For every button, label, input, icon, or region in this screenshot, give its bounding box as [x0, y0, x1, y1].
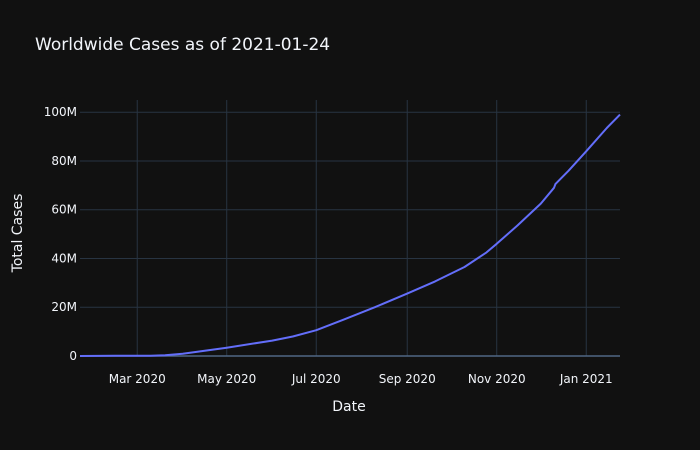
grid-lines	[80, 100, 620, 357]
x-tick-label: Jul 2020	[291, 372, 341, 386]
x-tick-label: Nov 2020	[468, 372, 526, 386]
y-tick-label: 60M	[51, 203, 77, 217]
series-line	[79, 113, 621, 357]
x-tick-label: Sep 2020	[379, 372, 436, 386]
x-axis-title: Date	[332, 399, 365, 415]
y-tick-label: 80M	[51, 154, 77, 168]
y-tick-label: 0	[69, 349, 77, 363]
x-tick-label: Jan 2021	[559, 372, 613, 386]
y-tick-label: 20M	[51, 300, 77, 314]
chart-title: Worldwide Cases as of 2021-01-24	[35, 35, 330, 55]
y-tick-label: 40M	[51, 251, 77, 265]
y-tick-labels: 0 20M 40M 60M 80M 100M	[44, 105, 77, 363]
x-tick-labels: Mar 2020 May 2020 Jul 2020 Sep 2020 Nov 2020…	[109, 372, 613, 386]
x-tick-label: Mar 2020	[109, 372, 166, 386]
x-tick-label: May 2020	[197, 372, 256, 386]
y-tick-label: 100M	[44, 105, 77, 119]
y-axis-title: Total Cases	[10, 194, 26, 274]
